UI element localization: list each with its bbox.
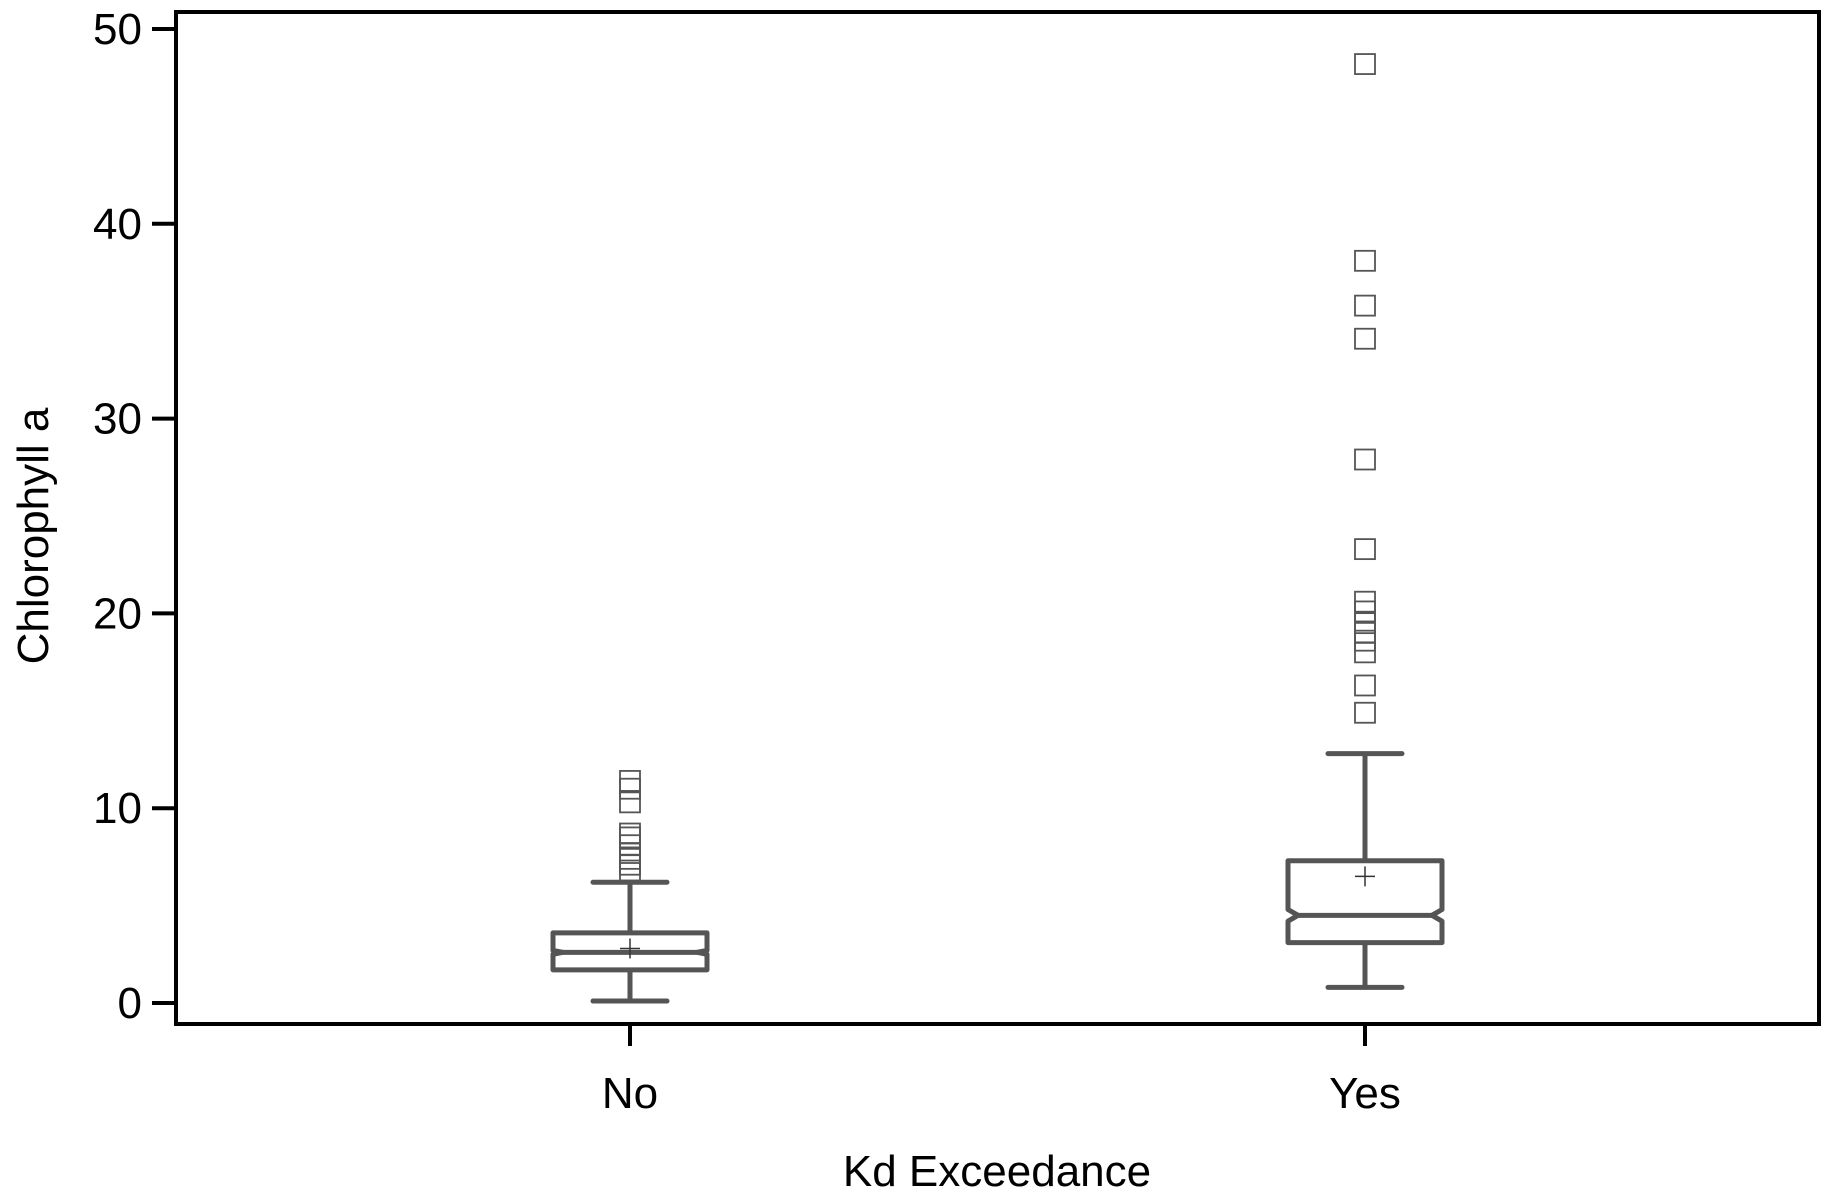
y-axis-title: Chlorophyll a (9, 407, 58, 664)
plot-frame (174, 10, 1821, 1026)
y-tick-label: 20 (93, 589, 142, 638)
box-group-no (550, 770, 710, 1004)
outlier-point (1354, 612, 1376, 635)
outlier-point (1354, 448, 1376, 471)
x-tick-label: Yes (1329, 1069, 1401, 1118)
outlier-point (1354, 294, 1376, 317)
outlier-point (1354, 674, 1376, 697)
outlier-point (619, 853, 641, 876)
outlier-point (619, 770, 641, 792)
y-tick-label: 30 (93, 395, 142, 444)
outlier-point (1354, 701, 1376, 724)
outlier-point (619, 847, 641, 870)
outlier-point (1354, 249, 1376, 272)
y-tick-label: 0 (118, 979, 142, 1028)
x-axis-ticks: No Yes (602, 1024, 1401, 1118)
outlier-point (1354, 53, 1376, 75)
outlier-point (1354, 641, 1376, 664)
x-axis-title: Kd Exceedance (843, 1147, 1151, 1196)
outlier-point (619, 777, 641, 800)
box-series (550, 53, 1445, 1004)
y-axis-ticks: 0 10 20 30 40 50 (93, 5, 176, 1028)
outlier-point (619, 822, 641, 845)
outlier-point (1354, 590, 1376, 613)
outlier-point (619, 791, 641, 814)
outlier-point (1354, 538, 1376, 561)
outlier-point (1354, 327, 1376, 350)
box-body (1285, 858, 1445, 946)
box-group-yes (1285, 53, 1445, 990)
y-tick-label: 50 (93, 5, 142, 54)
x-tick-label: No (602, 1069, 658, 1118)
y-tick-label: 40 (93, 200, 142, 249)
outlier-point (619, 834, 641, 857)
y-tick-label: 10 (93, 784, 142, 833)
